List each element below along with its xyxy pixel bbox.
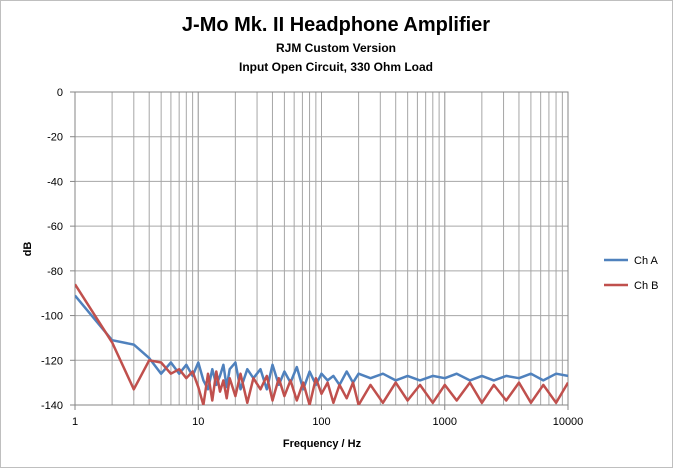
chart-subtitle-2: Input Open Circuit, 330 Ohm Load: [239, 60, 433, 74]
y-tick-label: -100: [41, 311, 63, 323]
series-line-ch-a: [75, 294, 568, 391]
x-tick-label: 100: [312, 416, 330, 428]
legend-label: Ch A: [634, 255, 659, 267]
y-axis-label: dB: [22, 242, 34, 257]
series-line-ch-b: [75, 283, 568, 405]
y-tick-label: -120: [41, 355, 63, 367]
y-tick-label: -140: [41, 400, 63, 412]
legend-label: Ch B: [634, 280, 658, 292]
x-tick-label: 1000: [433, 416, 457, 428]
x-tick-label: 10000: [553, 416, 584, 428]
legend: Ch A Ch B: [604, 255, 659, 292]
series-lines: [75, 283, 568, 405]
x-tick-label: 1: [72, 416, 78, 428]
chart-subtitle-1: RJM Custom Version: [276, 41, 396, 55]
y-tick-label: -20: [47, 132, 63, 144]
x-axis-label: Frequency / Hz: [283, 438, 362, 450]
y-tick-label: -40: [47, 176, 63, 188]
y-tick-label: -80: [47, 266, 63, 278]
chart-title: J-Mo Mk. II Headphone Amplifier: [182, 14, 490, 36]
y-tick-label: -60: [47, 221, 63, 233]
y-tick-label: 0: [57, 87, 63, 99]
x-tick-label: 10: [192, 416, 204, 428]
axis-ticks: 0 -20 -40 -60 -80 -100 -120 -140 1 10 100 1000 10000: [41, 87, 583, 428]
